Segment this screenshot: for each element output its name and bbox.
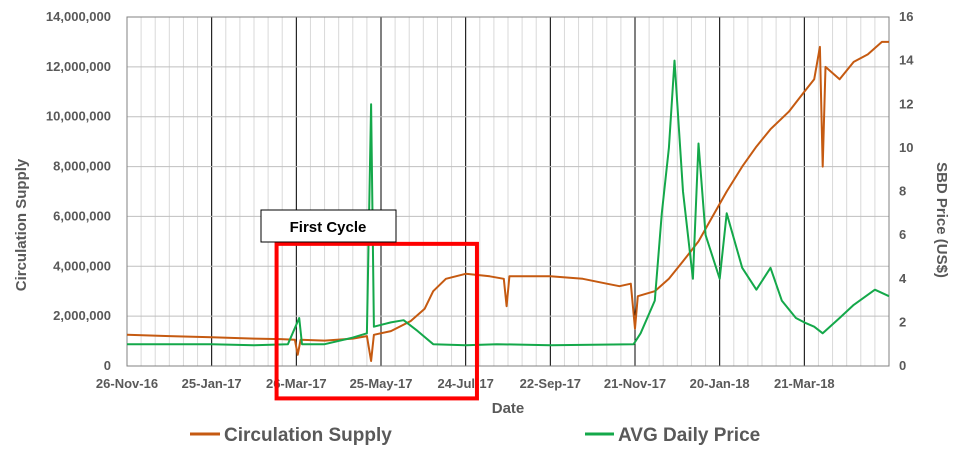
x-tick-label: 25-Jan-17 [182,376,242,391]
y-left-tick-label: 0 [104,358,111,373]
x-tick-label: 25-May-17 [350,376,413,391]
y-right-axis-title: SBD Price (US$) [933,162,950,278]
y-left-tick-label: 8,000,000 [53,159,111,174]
legend-label-avg-daily-price: AVG Daily Price [618,425,760,446]
y-left-tick-label: 10,000,000 [46,109,111,124]
series-line-avg-daily-price [127,59,890,347]
plot-area [126,16,890,367]
x-tick-label: 21-Nov-17 [604,376,666,391]
y-right-tick-labels: 0 2 4 6 8 10 12 14 16 [899,9,914,373]
annotation-layer: First Cycle [260,209,479,401]
y-right-tick-label: 16 [899,9,913,24]
y-right-tick-label: 6 [899,227,906,242]
x-tick-label: 21-Mar-18 [774,376,835,391]
first-cycle-label: First Cycle [290,219,367,236]
legend: Circulation Supply AVG Daily Price [190,425,760,446]
x-tick-label: 22-Sep-17 [520,376,581,391]
first-cycle-box [274,241,479,401]
y-left-tick-labels: 0 2,000,000 4,000,000 6,000,000 8,000,000 10,… [46,9,111,373]
x-tick-label: 26-Nov-16 [96,376,158,391]
series-line-circulation-supply [126,40,889,362]
series-layer [126,40,890,362]
y-left-tick-label: 4,000,000 [53,258,111,273]
y-left-tick-label: 6,000,000 [53,208,111,223]
y-right-tick-label: 0 [899,358,906,373]
y-right-tick-label: 4 [899,271,907,286]
y-right-tick-label: 14 [899,53,914,68]
y-left-tick-label: 2,000,000 [53,308,111,323]
y-left-tick-label: 12,000,000 [46,59,111,74]
x-tick-labels: 26-Nov-16 25-Jan-17 26-Mar-17 25-May-17 24-J… [96,376,835,391]
y-right-tick-label: 8 [899,184,906,199]
x-tick-label: 20-Jan-18 [690,376,750,391]
y-left-axis-title: Circulation Supply [13,158,30,291]
x-tick-label: 24-Jul-17 [437,376,493,391]
y-right-tick-label: 12 [899,96,913,111]
x-tick-label: 26-Mar-17 [266,376,327,391]
y-left-tick-label: 14,000,000 [46,9,111,24]
y-right-tick-label: 2 [899,314,906,329]
x-axis-title: Date [492,400,525,417]
legend-label-circulation-supply: Circulation Supply [224,425,392,446]
first-cycle-label-box [260,209,397,243]
y-right-tick-label: 10 [899,140,913,155]
minor-grid [126,17,890,366]
